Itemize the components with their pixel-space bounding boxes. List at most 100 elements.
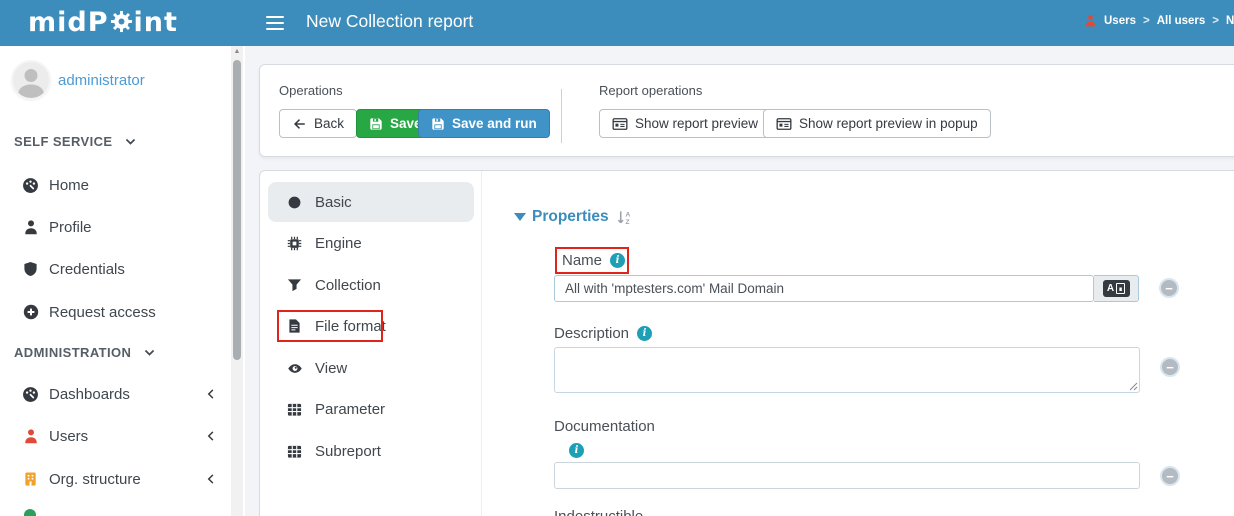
user-icon — [22, 428, 39, 444]
sidebar-item-label: Dashboards — [49, 385, 130, 403]
report-operations-group-label: Report operations — [599, 83, 703, 98]
tab-column: Basic Engine Collection File format — [260, 171, 482, 516]
caret-down-icon[interactable] — [514, 213, 526, 221]
sidebar-item-label: Home — [49, 176, 90, 194]
indestructible-field-label: Indestructible — [554, 508, 643, 516]
back-label: Back — [314, 116, 345, 131]
breadcrumb-separator: > — [1142, 14, 1150, 27]
sidebar-item-label: Users — [49, 427, 89, 445]
operations-group-label: Operations — [279, 83, 343, 98]
breadcrumb-item[interactable]: All users — [1156, 14, 1206, 27]
sidebar-item-label: Org. structure — [49, 470, 141, 488]
toolbar-divider — [561, 89, 562, 143]
dashboard-icon — [22, 177, 39, 194]
tab-label: Collection — [315, 276, 381, 294]
breadcrumb-item[interactable]: Users — [1104, 14, 1136, 27]
chevron-left-icon — [205, 473, 217, 485]
arrow-left-icon — [292, 117, 307, 131]
table-icon — [286, 444, 303, 459]
sidebar-section-administration[interactable]: ADMINISTRATION — [14, 345, 156, 360]
sidebar-item-label: Credentials — [49, 260, 125, 278]
table-icon — [286, 402, 303, 417]
name-field-label: Name i — [562, 252, 626, 269]
shield-icon — [22, 261, 39, 277]
sidebar-scrollbar[interactable]: ▲ — [231, 46, 243, 516]
tab-label: Basic — [315, 193, 352, 211]
breadcrumb-separator: > — [1212, 14, 1219, 27]
tab-basic[interactable]: Basic — [268, 182, 474, 222]
microchip-icon — [286, 236, 303, 251]
documentation-field-label: Documentation — [554, 418, 655, 435]
report-detail-panel: Basic Engine Collection File format — [259, 170, 1234, 516]
description-textarea[interactable] — [554, 347, 1140, 393]
back-button[interactable]: Back — [279, 109, 358, 138]
chevron-left-icon — [205, 388, 217, 400]
sidebar-item-request-access[interactable]: Request access — [0, 299, 228, 325]
top-navbar: midP int — [0, 0, 1234, 46]
tab-label: Engine — [315, 234, 362, 252]
sidebar-item-org-structure[interactable]: Org. structure — [0, 466, 228, 492]
save-and-run-label: Save and run — [452, 116, 537, 131]
tab-label: Subreport — [315, 442, 381, 460]
show-report-preview-popup-button[interactable]: Show report preview in popup — [763, 109, 991, 138]
sidebar-item-users[interactable]: Users — [0, 423, 228, 449]
svg-text:Z: Z — [625, 219, 629, 226]
building-icon — [22, 471, 39, 487]
tab-file-format[interactable]: File format — [268, 306, 474, 346]
tab-collection[interactable]: Collection — [268, 265, 474, 305]
show-report-preview-label: Show report preview — [635, 116, 759, 131]
avatar[interactable] — [13, 62, 49, 98]
filter-icon — [286, 278, 303, 293]
language-icon: A ∎ — [1102, 280, 1130, 297]
breadcrumb-item: New — [1225, 14, 1234, 27]
tab-subreport[interactable]: Subreport — [268, 431, 474, 471]
resize-grip-icon[interactable] — [1129, 382, 1138, 391]
tab-view[interactable]: View — [268, 348, 474, 388]
tab-engine[interactable]: Engine — [268, 223, 474, 263]
tab-label: File format — [315, 317, 386, 335]
current-user-link[interactable]: administrator — [58, 72, 145, 89]
properties-section-title[interactable]: Properties — [532, 208, 609, 225]
field-label-text: Documentation — [554, 418, 655, 435]
remove-value-button[interactable]: − — [1159, 278, 1179, 298]
sidebar-item-credentials[interactable]: Credentials — [0, 256, 228, 282]
info-icon[interactable]: i — [637, 326, 653, 341]
midpoint-logo[interactable]: midP int — [28, 5, 178, 40]
tab-label: View — [315, 359, 348, 377]
save-icon — [431, 117, 445, 131]
scrollbar-thumb[interactable] — [233, 60, 241, 360]
save-icon — [369, 117, 383, 131]
language-picker-button[interactable]: A ∎ — [1094, 275, 1139, 302]
tab-label: Parameter — [315, 400, 386, 418]
description-field-label: Description i — [554, 325, 653, 342]
show-report-preview-button[interactable]: Show report preview — [599, 109, 772, 138]
section-label: ADMINISTRATION — [14, 345, 132, 360]
info-icon[interactable]: i — [569, 443, 584, 458]
chevron-down-icon — [143, 346, 156, 359]
scrollbar-up-arrow[interactable]: ▲ — [233, 48, 241, 55]
field-label-text: Name — [562, 252, 603, 269]
remove-value-button[interactable]: − — [1160, 357, 1180, 377]
logo-text-pre: midP — [28, 7, 109, 38]
documentation-input[interactable] — [554, 462, 1140, 489]
info-icon[interactable]: i — [610, 253, 626, 268]
id-card-icon — [776, 117, 792, 131]
file-icon — [286, 318, 303, 334]
menu-toggle-icon[interactable] — [266, 16, 284, 34]
svg-text:A: A — [625, 212, 630, 219]
sidebar-item-label: Profile — [49, 218, 92, 236]
sidebar-item-home[interactable]: Home — [0, 172, 228, 198]
sidebar-item-dashboards[interactable]: Dashboards — [0, 381, 228, 407]
save-and-run-button[interactable]: Save and run — [418, 109, 550, 138]
sidebar-section-self-service[interactable]: SELF SERVICE — [14, 134, 137, 149]
name-input[interactable] — [554, 275, 1094, 302]
tab-parameter[interactable]: Parameter — [268, 389, 474, 429]
remove-value-button[interactable]: − — [1160, 466, 1180, 486]
plus-circle-icon — [22, 304, 39, 320]
circle-icon — [286, 195, 303, 210]
sidebar-item-profile[interactable]: Profile — [0, 214, 228, 240]
section-label: SELF SERVICE — [14, 134, 113, 149]
save-label: Save — [390, 116, 422, 131]
